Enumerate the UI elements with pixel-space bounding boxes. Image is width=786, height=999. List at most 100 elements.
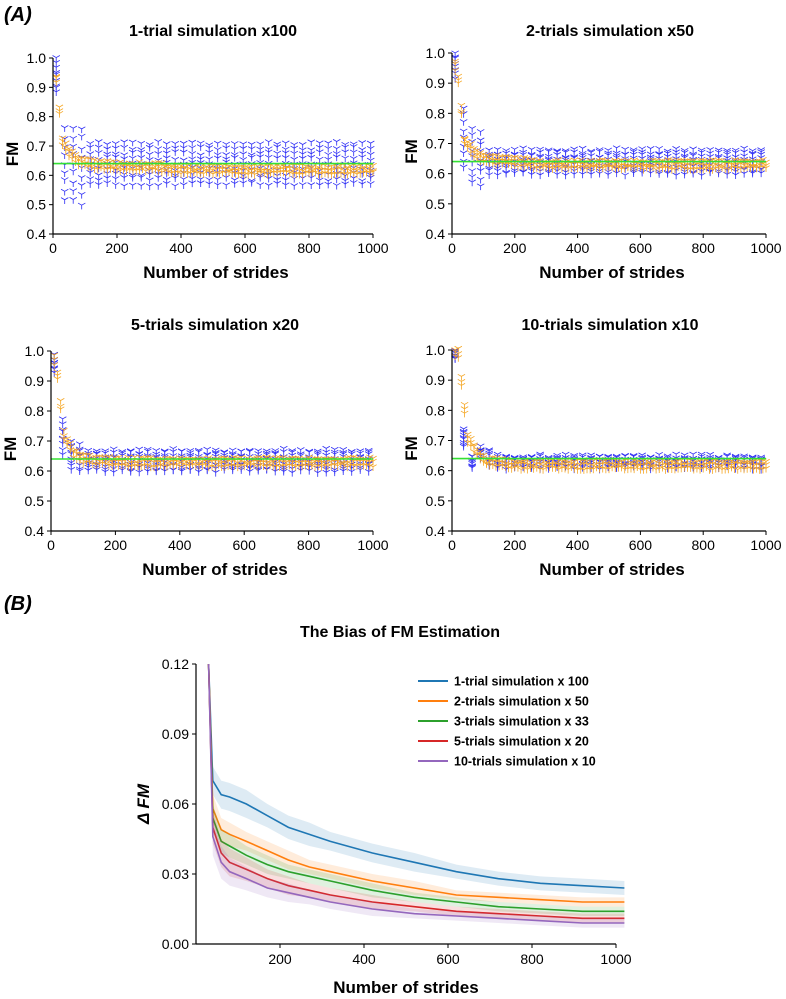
data-marker xyxy=(305,448,314,456)
data-marker xyxy=(179,149,188,157)
data-marker xyxy=(196,140,205,148)
data-marker xyxy=(561,451,570,459)
legend-label-3: 5-trials simulation x 20 xyxy=(454,735,589,749)
data-marker xyxy=(604,147,612,155)
data-marker xyxy=(222,145,231,153)
data-marker xyxy=(273,155,282,163)
data-marker xyxy=(188,156,197,164)
data-marker xyxy=(273,180,282,188)
data-marker xyxy=(315,140,324,148)
data-marker xyxy=(94,139,103,146)
data-marker xyxy=(279,445,288,453)
data-marker xyxy=(171,149,180,156)
x-tick-label: 400 xyxy=(566,240,590,256)
y-tick-label: 0.12 xyxy=(162,656,189,672)
data-marker xyxy=(213,176,222,184)
data-marker xyxy=(222,152,231,159)
data-marker xyxy=(621,172,629,180)
data-marker xyxy=(502,169,510,177)
x-tick-label: 0 xyxy=(448,240,456,256)
data-marker xyxy=(171,141,180,148)
data-marker xyxy=(561,148,570,155)
legend-label-1: 2-trials simulation x 50 xyxy=(454,695,589,709)
data-marker xyxy=(162,150,171,158)
data-marker xyxy=(262,448,271,456)
data-marker xyxy=(239,141,248,149)
data-marker xyxy=(137,173,146,180)
data-marker xyxy=(349,141,358,149)
y-tick-label: 0.8 xyxy=(27,109,47,125)
y-tick-label: 0.6 xyxy=(426,166,446,182)
data-marker xyxy=(298,155,307,163)
series-line-1 xyxy=(207,663,625,903)
y-tick-label: 1.0 xyxy=(426,45,446,61)
y-tick-label: 0.00 xyxy=(162,936,189,952)
series-line-2 xyxy=(207,663,625,913)
chart-5-trials: 0.4 0.5 0.6 0.7 0.8 0.9 1.0 0 200 400 600 800 1000 5-… xyxy=(1,317,389,579)
data-marker xyxy=(120,144,129,152)
data-marker xyxy=(94,172,103,180)
data-marker xyxy=(179,145,188,153)
chart-1-trial: 0.4 0.5 0.6 0.7 0.8 0.9 1.0 0 200 400 600 800 1000 1-… xyxy=(3,23,389,282)
data-marker xyxy=(689,451,697,459)
data-marker xyxy=(349,180,358,187)
data-marker xyxy=(672,451,680,459)
data-marker xyxy=(126,448,135,455)
data-marker xyxy=(69,143,78,151)
mean-marker xyxy=(56,403,65,411)
y-tick-label: 0.6 xyxy=(426,463,446,479)
data-marker xyxy=(205,181,214,188)
data-marker xyxy=(281,182,290,190)
data-marker xyxy=(120,171,129,179)
data-marker xyxy=(67,467,76,474)
y-tick-label: 0.9 xyxy=(25,373,45,389)
data-marker xyxy=(315,177,324,185)
x-tick-label: 200 xyxy=(503,537,527,553)
data-marker xyxy=(366,145,375,153)
data-marker xyxy=(307,147,316,155)
data-marker xyxy=(222,182,231,190)
data-marker xyxy=(162,180,171,188)
data-marker xyxy=(332,182,341,190)
mean-markers xyxy=(52,73,377,179)
mean-marker xyxy=(454,73,463,81)
data-marker xyxy=(264,175,273,183)
legend-label-4: 10-trials simulation x 10 xyxy=(454,755,596,769)
data-marker xyxy=(290,145,299,153)
mean-marker xyxy=(457,109,466,116)
data-marker xyxy=(638,146,646,153)
data-marker xyxy=(307,151,316,158)
data-marker xyxy=(561,169,570,177)
mean-marker xyxy=(523,161,532,169)
data-marker xyxy=(757,166,765,174)
mean-marker xyxy=(460,410,469,418)
data-marker xyxy=(271,448,280,455)
data-marker xyxy=(247,141,256,149)
data-marker xyxy=(731,147,740,155)
y-tick-label: 0.5 xyxy=(426,196,446,212)
chart-title: 5-trials simulation x20 xyxy=(131,317,299,334)
data-marker xyxy=(60,177,69,184)
series-line-3 xyxy=(207,663,625,920)
data-marker xyxy=(332,146,341,153)
data-marker xyxy=(366,181,375,188)
data-marker xyxy=(77,191,86,199)
mean-markers xyxy=(451,58,770,174)
mean-marker xyxy=(460,406,469,413)
data-marker xyxy=(356,448,365,456)
data-marker xyxy=(612,150,621,158)
data-marker xyxy=(137,140,146,148)
data-marker xyxy=(459,164,468,172)
data-marker xyxy=(307,182,316,189)
data-marker xyxy=(290,150,299,158)
x-axis-label: Number of strides xyxy=(539,560,684,579)
data-marker xyxy=(86,140,95,148)
x-tick-label: 1000 xyxy=(750,537,781,553)
data-marker xyxy=(188,151,197,158)
data-marker xyxy=(485,172,493,179)
data-marker xyxy=(493,172,502,180)
data-marker xyxy=(288,470,297,477)
data-marker xyxy=(103,141,112,149)
mean-marker xyxy=(470,146,478,153)
y-tick-label: 0.4 xyxy=(25,523,45,539)
